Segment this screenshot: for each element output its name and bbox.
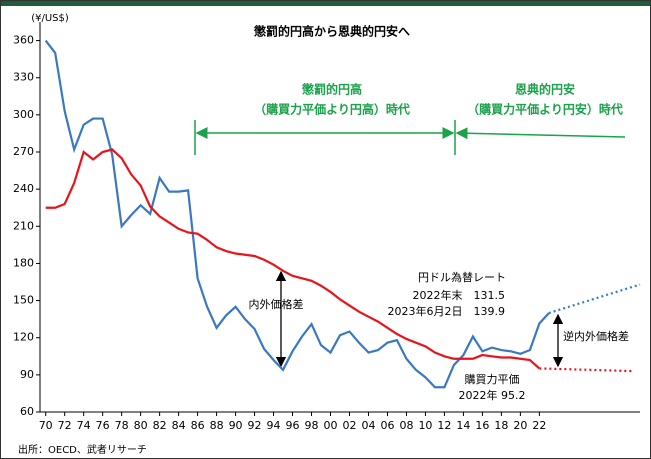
x-tick-label: 76 [96,419,110,432]
x-tick-label: 70 [39,419,53,432]
x-tick-label: 06 [380,419,394,432]
x-tick-label: 12 [437,419,451,432]
x-tick-label: 72 [58,419,72,432]
x-tick-label: 96 [286,419,300,432]
y-tick-label: 180 [13,256,34,269]
x-tick-label: 04 [361,419,375,432]
x-tick-label: 98 [305,419,319,432]
y-tick-label: 270 [13,145,34,158]
y-tick-label: 240 [13,182,34,195]
annotation: （購買力平価より円安）時代 [467,102,623,117]
x-tick-label: 20 [513,419,527,432]
x-tick-label: 92 [248,419,262,432]
annotation: 購買力平価 [465,372,520,386]
y-tick-label: 300 [13,108,34,121]
gap-arrows [275,270,564,368]
source: 出所：OECD、武者リサーチ [18,443,147,456]
x-tick-label: 86 [191,419,205,432]
y-tick-label: 90 [20,368,34,381]
x-tick-label: 84 [172,419,186,432]
x-tick-label: 10 [418,419,432,432]
annotation: 内外価格差 [249,297,304,311]
y-tick-label: 210 [13,219,34,232]
x-tick-label: 90 [229,419,243,432]
x-tick-label: 08 [399,419,413,432]
y-unit: (¥/US$) [31,13,69,24]
x-tick-label: 14 [456,419,470,432]
y-tick-label: 60 [20,405,34,418]
annotation: （購買力平価より円高）時代 [254,102,410,117]
period-arrows [194,120,626,155]
x-tick-label: 16 [475,419,489,432]
y-tick-label: 150 [13,294,34,307]
annotation: 逆内外価格差 [563,329,629,343]
y-tick-label: 120 [13,331,34,344]
x-tick-label: 88 [210,419,224,432]
x-tick-label: 82 [153,419,167,432]
top-band [0,0,651,6]
annotation: 2022年 95.2 [459,388,526,402]
chart-title: 懲罰的円高から恩典的円安へ [253,24,410,39]
x-tick-label: 00 [324,419,338,432]
annotation: 2022年末 131.5 [413,288,506,302]
x-tick-label: 94 [267,419,281,432]
projection-line [548,283,641,315]
annotation: 恩典的円安 [515,82,575,97]
x-tick-label: 78 [115,419,129,432]
y-tick-label: 360 [13,34,34,47]
annotation: 2023年6月2日 139.9 [388,304,505,318]
annotation: 円ドル為替レート [418,270,506,284]
y-tick-label: 330 [13,71,34,84]
x-tick-label: 18 [494,419,508,432]
x-tick-label: 80 [134,419,148,432]
x-tick-label: 22 [532,419,546,432]
series-line [45,148,541,370]
series-line [44,39,550,389]
annotation: 懲罰的円高 [301,82,362,97]
x-tick-label: 02 [342,419,356,432]
projection-line [539,367,635,373]
x-tick-label: 74 [77,419,91,432]
